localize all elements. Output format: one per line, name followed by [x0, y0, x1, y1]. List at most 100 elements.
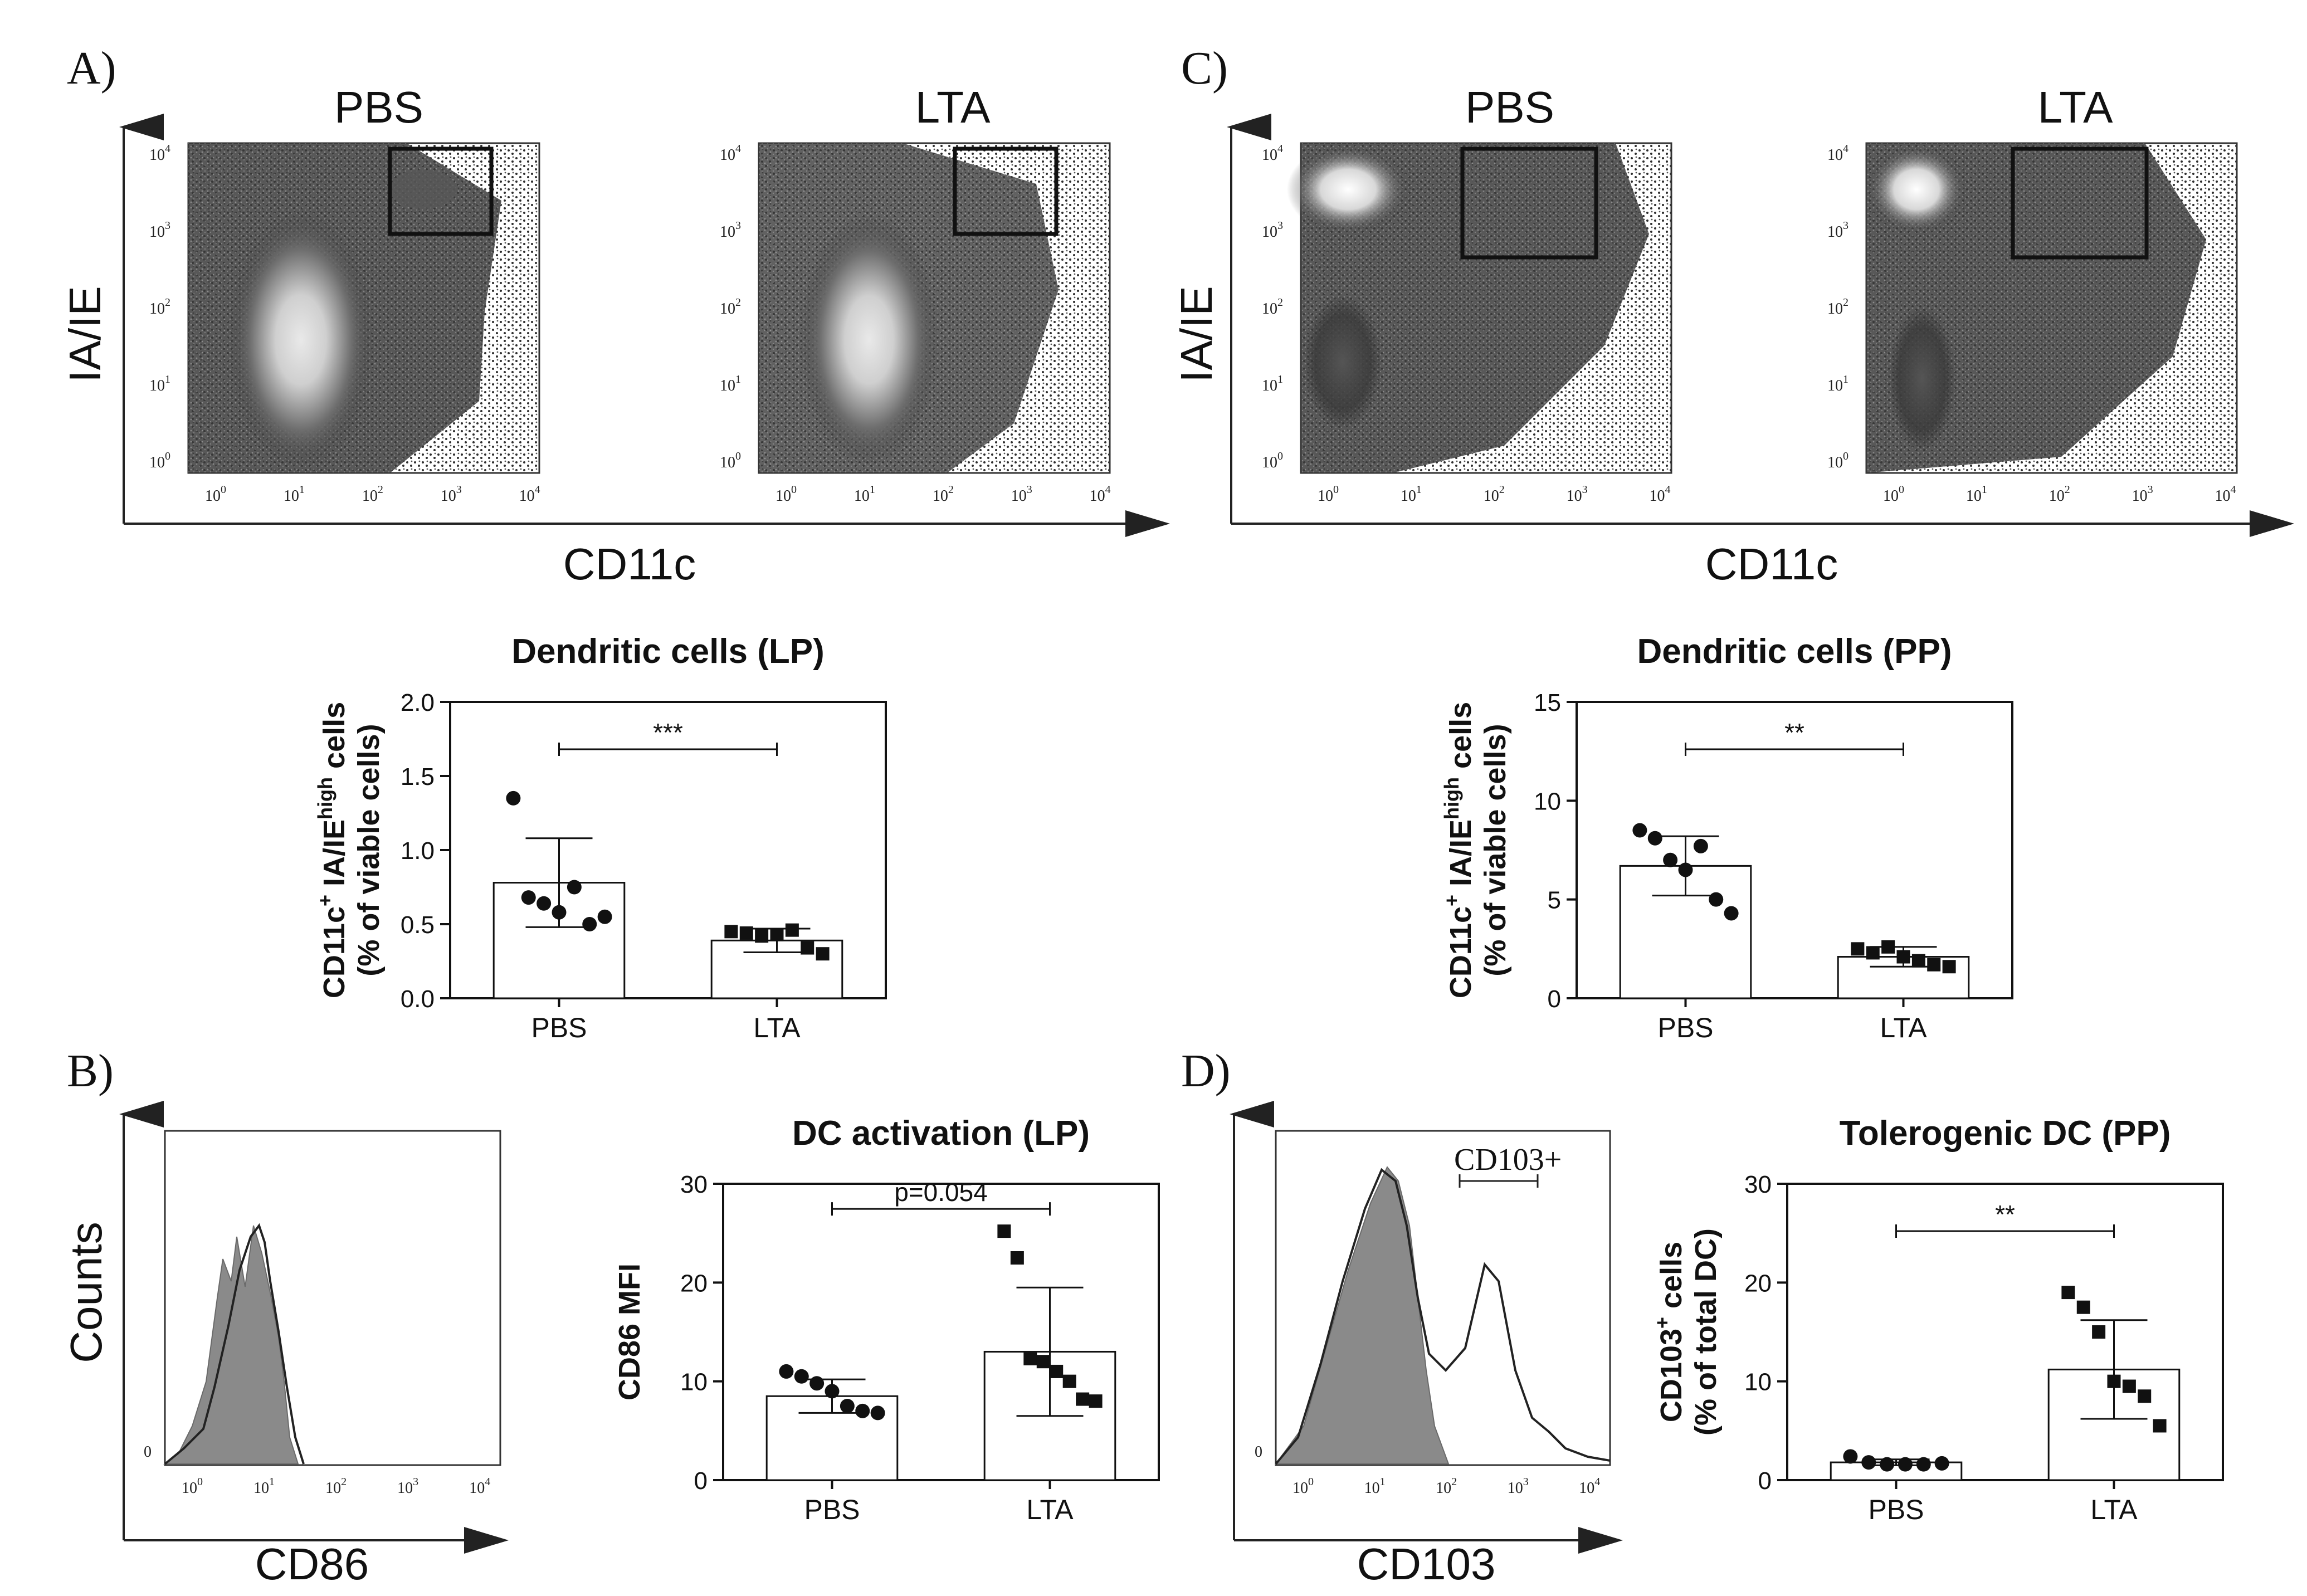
data-point-circle	[779, 1364, 794, 1379]
chart-dendritic-lp: Dendritic cells (LP) 0.0 0.5 1.0 1.5 2.0 CD11c…	[314, 632, 887, 1043]
flow-xtick: 101	[1401, 484, 1422, 505]
flow-xtick: 102	[1484, 484, 1505, 505]
data-point-circle	[552, 905, 567, 920]
flow-xtick: 101	[854, 484, 875, 505]
histogram-xtick: 102	[1436, 1476, 1457, 1497]
flow-xtick: 102	[362, 484, 383, 505]
data-point-circle	[1898, 1457, 1913, 1472]
data-point-square	[2138, 1389, 2152, 1403]
data-point-square	[1851, 942, 1865, 956]
y-tick-label: 0.5	[401, 911, 435, 939]
flow-c-pbs-title: PBS	[1465, 82, 1554, 132]
flow-ytick: 104	[1262, 143, 1283, 164]
flow-ytick: 104	[1827, 143, 1848, 164]
x-tick-label: PBS	[531, 1012, 587, 1043]
data-point-circle	[1647, 831, 1662, 846]
histogram-b-filled	[163, 1225, 299, 1465]
panel-a: A) IA/IE CD11c PBS LTA	[60, 42, 1170, 589]
y-tick-label: 15	[1534, 689, 1561, 716]
flow-ytick: 101	[720, 373, 741, 394]
flow-ytick: 102	[149, 296, 170, 318]
flow-xtick: 100	[775, 484, 797, 505]
flow-c-pbs-blob-low	[1304, 295, 1382, 429]
data-point-square	[1866, 946, 1880, 960]
x-tick-label: LTA	[1880, 1012, 1927, 1043]
y-tick-label: 0	[1758, 1467, 1772, 1495]
significance-label: p=0.054	[894, 1178, 988, 1207]
flow-ytick: 102	[1827, 296, 1848, 318]
histogram-d-gate-label: CD103+	[1454, 1143, 1562, 1177]
chart-title: Dendritic cells (PP)	[1637, 632, 1952, 671]
flow-plot-c-pbs: PBS	[1287, 82, 1672, 474]
y-axis-label-line1: CD11c+ IA/IEhigh cells	[314, 702, 351, 998]
data-point-circle	[1678, 862, 1693, 877]
y-tick-label: 1.5	[401, 763, 435, 790]
flow-ytick: 102	[720, 296, 741, 318]
flow-xtick: 103	[2132, 484, 2153, 505]
flow-ytick: 104	[720, 143, 741, 164]
data-point-circle	[809, 1376, 825, 1391]
chart-title: Dendritic cells (LP)	[511, 632, 825, 671]
flow-xtick: 101	[284, 484, 305, 505]
y-tick-label: 1.0	[401, 837, 435, 865]
flow-xtick: 103	[441, 484, 462, 505]
data-point-circle	[1709, 892, 1724, 907]
flow-plot-c-lta: LTA	[1865, 82, 2238, 474]
data-point-square	[1010, 1251, 1024, 1265]
flow-ytick: 103	[149, 219, 170, 241]
x-tick-label: PBS	[1868, 1494, 1924, 1525]
x-tick-label: LTA	[753, 1012, 801, 1043]
y-tick-label: 0.0	[401, 985, 435, 1013]
flow-c-lta-blob	[1866, 145, 1967, 234]
flow-ytick: 100	[1262, 450, 1283, 471]
panel-b-x-label: CD86	[255, 1539, 369, 1589]
data-point-square	[2061, 1286, 2075, 1300]
data-point-circle	[1843, 1449, 1858, 1464]
y-tick-label: 20	[680, 1270, 708, 1297]
x-tick-label: LTA	[2090, 1494, 2138, 1525]
data-point-circle	[1880, 1457, 1895, 1472]
chart-dendritic-pp: Dendritic cells (PP) 0 5 10 15 CD11c+ IA/IEhi…	[1440, 632, 2013, 1043]
y-tick-label: 20	[1744, 1270, 1772, 1297]
plot-frame	[1786, 1183, 2224, 1481]
data-point-circle	[536, 896, 552, 911]
flow-c-pbs-blob	[1287, 145, 1409, 234]
y-tick-label: 30	[1744, 1171, 1772, 1198]
y-tick-label: 10	[680, 1369, 708, 1396]
y-tick-label: 2.0	[401, 689, 435, 716]
flow-xtick: 103	[1011, 484, 1032, 505]
flow-c-lta-gate	[2011, 147, 2149, 260]
flow-c-lta-title: LTA	[2038, 82, 2113, 132]
data-point-circle	[567, 880, 582, 895]
data-point-square	[1050, 1364, 1064, 1378]
data-point-square	[770, 928, 784, 941]
flow-ytick: 101	[1827, 373, 1848, 394]
data-point-square	[2107, 1374, 2121, 1388]
significance-label: **	[1995, 1200, 2015, 1229]
data-point-square	[755, 929, 769, 943]
flow-c-lta-blob-low	[1889, 306, 1955, 451]
chart-tolerogenic-dc: Tolerogenic DC (PP) 0 10 20 30 CD103+ cells (%…	[1651, 1114, 2224, 1525]
histogram-xtick: 104	[469, 1476, 490, 1497]
panel-c-y-label: IA/IE	[1172, 286, 1221, 382]
plot-frame	[1576, 701, 2013, 999]
flow-xtick: 100	[205, 484, 226, 505]
flow-xtick: 102	[933, 484, 954, 505]
y-tick-label: 0	[694, 1467, 708, 1495]
flow-a-pbs-gate	[388, 147, 494, 236]
data-point-square	[1881, 940, 1895, 954]
data-point-square	[1076, 1392, 1090, 1406]
chart-title: DC activation (LP)	[792, 1114, 1090, 1153]
flow-xtick: 104	[1090, 484, 1111, 505]
flow-xtick: 102	[2049, 484, 2070, 505]
histogram-xtick: 100	[182, 1476, 203, 1497]
data-point-square	[801, 941, 814, 955]
y-axis-label-line1: CD103+ cells	[1651, 1242, 1688, 1422]
panel-c: C) IA/IE CD11c PBS LTA	[1172, 42, 2294, 589]
data-point-circle	[1724, 906, 1739, 921]
histogram-d-line	[1275, 1168, 1611, 1465]
data-point-square	[2092, 1325, 2106, 1339]
data-point-square	[1036, 1355, 1050, 1369]
data-point-circle	[521, 890, 536, 905]
